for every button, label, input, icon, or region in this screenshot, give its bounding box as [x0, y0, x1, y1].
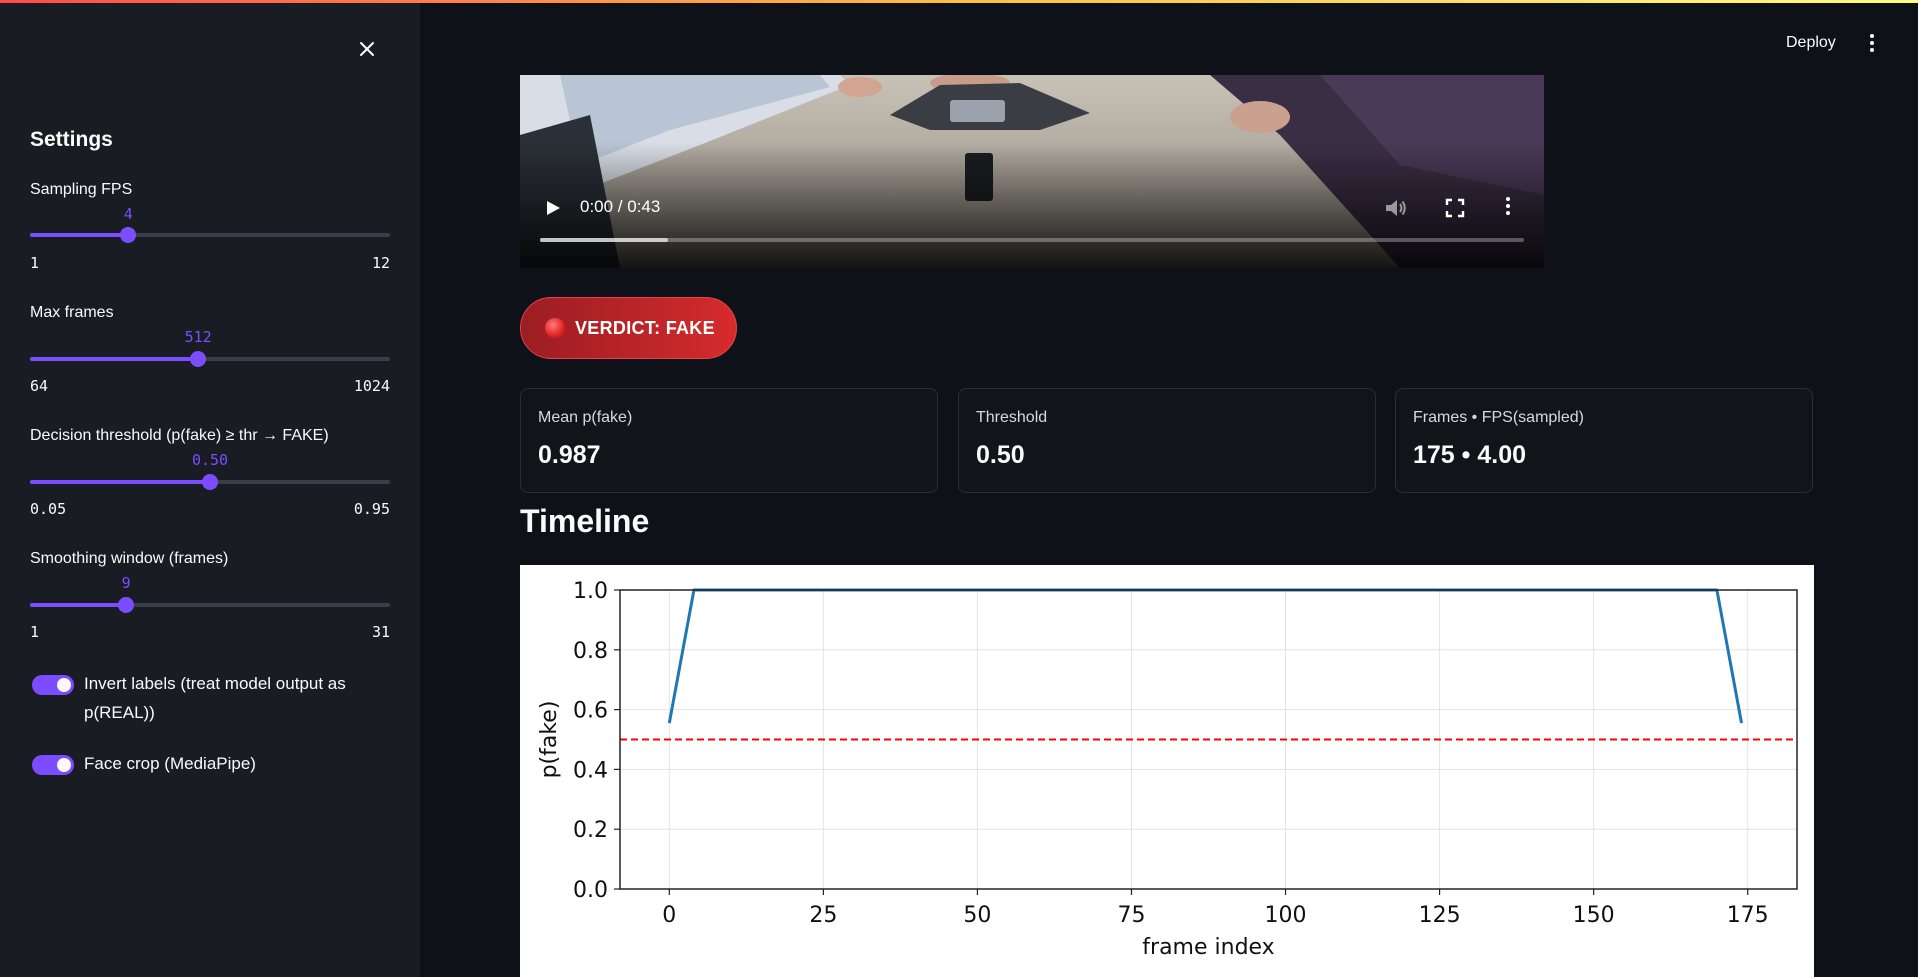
metric-threshold: Threshold 0.50	[958, 388, 1376, 493]
x-tick-label: 150	[1573, 903, 1615, 928]
invert-labels-toggle-row: Invert labels (treat model output as p(R…	[32, 673, 392, 727]
plot-frame	[619, 589, 1798, 890]
video-progress-bar[interactable]	[540, 238, 1524, 242]
slider-thumb[interactable]	[190, 351, 207, 367]
smoothing-window-slider: Smoothing window (frames) 9 1 31	[30, 550, 390, 660]
verdict-badge: VERDICT: FAKE	[520, 297, 737, 359]
slider-max: 0.95	[353, 500, 390, 518]
slider-thumb[interactable]	[202, 474, 218, 490]
timeline-chart: 0 25 50 75 100 125 150 175 0.0 0.2 0.4 0.6 0.8 1.0 fra…	[520, 565, 1814, 977]
kebab-dot	[1506, 197, 1510, 201]
slider-label: Sampling FPS	[30, 181, 133, 198]
video-frame	[520, 75, 1544, 268]
fullscreen-icon[interactable]	[1444, 197, 1466, 219]
kebab-dot	[1506, 211, 1510, 215]
slider-max: 1024	[353, 377, 390, 395]
series-line	[667, 588, 1744, 724]
slider-thumb[interactable]	[118, 597, 135, 613]
x-tick-label: 100	[1265, 903, 1307, 928]
slider-value: 0.50	[191, 451, 229, 469]
metric-label: Threshold	[976, 409, 1048, 426]
video-more-button[interactable]	[1502, 197, 1514, 219]
slider-value: 512	[184, 328, 212, 346]
slider-min: 64	[30, 377, 49, 395]
metric-frames-fps: Frames • FPS(sampled) 175 • 4.00	[1395, 388, 1813, 493]
max-frames-slider: Max frames 512 64 1024	[30, 304, 390, 414]
toggle-knob	[57, 678, 71, 692]
volume-icon[interactable]	[1384, 197, 1408, 219]
video-buffer-fill	[540, 238, 668, 242]
x-tick-label: 175	[1727, 903, 1769, 928]
slider-value: 9	[121, 574, 131, 592]
x-tick-label: 75	[1117, 903, 1145, 928]
main-menu-button[interactable]	[1864, 34, 1880, 56]
y-axis-label: p(fake)	[537, 701, 562, 779]
red-circle-icon	[545, 318, 565, 338]
sidebar-title: Settings	[30, 128, 113, 151]
metric-value: 175 • 4.00	[1413, 441, 1527, 469]
slider-value: 4	[123, 205, 133, 223]
kebab-dot	[1506, 204, 1510, 208]
invert-labels-toggle[interactable]	[32, 675, 74, 695]
decision-threshold-slider: Decision threshold (p(fake) ≥ thr → FAKE…	[30, 427, 390, 537]
close-icon	[360, 42, 374, 56]
sampling-fps-slider: Sampling FPS 4 1 12	[30, 181, 390, 291]
y-tick-label: 0.6	[573, 699, 608, 724]
video-player[interactable]: 0:00 / 0:43	[520, 75, 1544, 268]
y-tick-label: 0.4	[573, 758, 608, 783]
x-tick-label: 25	[809, 903, 837, 928]
slider-fill	[30, 233, 129, 237]
y-tick-label: 1.0	[573, 579, 608, 604]
kebab-dot	[1870, 34, 1874, 38]
slider-track[interactable]	[30, 597, 390, 613]
slider-track[interactable]	[30, 474, 390, 490]
slider-label: Decision threshold (p(fake) ≥ thr → FAKE…	[30, 427, 329, 444]
face-crop-toggle[interactable]	[32, 755, 74, 775]
play-icon[interactable]	[544, 199, 562, 217]
slider-max: 31	[371, 623, 390, 641]
x-tick-label: 0	[662, 903, 676, 928]
x-tick-label: 50	[963, 903, 991, 928]
slider-label: Max frames	[30, 304, 114, 321]
face-crop-toggle-row: Face crop (MediaPipe)	[32, 753, 392, 778]
kebab-dot	[1870, 41, 1874, 45]
video-time: 0:00 / 0:43	[580, 197, 661, 216]
slider-fill	[30, 480, 210, 484]
metric-label: Frames • FPS(sampled)	[1413, 409, 1584, 426]
timeline-heading: Timeline	[520, 503, 650, 539]
slider-thumb[interactable]	[120, 227, 137, 243]
toggle-label: Invert labels (treat model output as p(R…	[84, 674, 346, 722]
top-accent-bar	[0, 0, 1918, 3]
x-tick-label: 125	[1419, 903, 1461, 928]
timeline-chart-svg: 0 25 50 75 100 125 150 175 0.0 0.2 0.4 0.6 0.8 1.0 fra…	[537, 579, 1798, 960]
y-tick-label: 0.2	[573, 818, 608, 843]
deploy-button[interactable]: Deploy	[1786, 34, 1836, 51]
metric-label: Mean p(fake)	[538, 409, 633, 426]
slider-fill	[30, 603, 127, 607]
video-controls: 0:00 / 0:43	[520, 75, 1544, 268]
toggle-knob	[57, 758, 71, 772]
metric-value: 0.987	[538, 441, 601, 469]
y-tick-label: 0.0	[573, 878, 608, 903]
metric-value: 0.50	[976, 441, 1025, 469]
verdict-text: VERDICT: FAKE	[575, 317, 715, 338]
slider-fill	[30, 357, 199, 361]
slider-track[interactable]	[30, 227, 390, 243]
toggle-label: Face crop (MediaPipe)	[84, 754, 256, 773]
slider-track[interactable]	[30, 351, 390, 367]
kebab-dot	[1870, 48, 1874, 52]
x-axis-label: frame index	[1142, 935, 1274, 960]
slider-max: 12	[371, 254, 390, 272]
close-sidebar-button[interactable]	[352, 34, 382, 64]
slider-min: 1	[30, 623, 40, 641]
slider-min: 0.05	[30, 500, 67, 518]
metric-mean-pfake: Mean p(fake) 0.987	[520, 388, 938, 493]
y-tick-label: 0.8	[573, 639, 608, 664]
sidebar: Settings Sampling FPS 4 1 12 Max frames …	[0, 0, 420, 977]
slider-min: 1	[30, 254, 40, 272]
slider-label: Smoothing window (frames)	[30, 550, 229, 567]
